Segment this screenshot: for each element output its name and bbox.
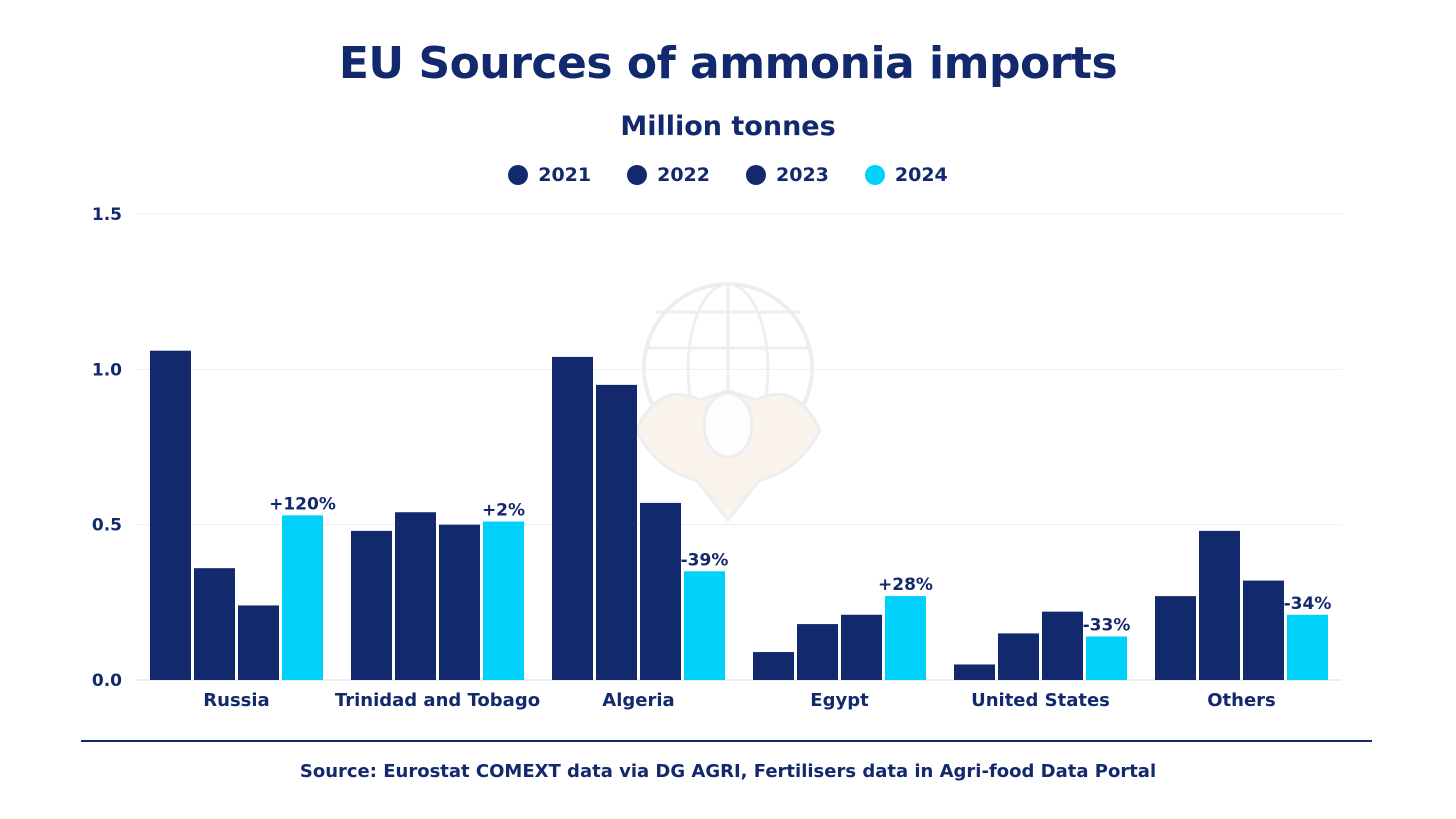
chart-subtitle: Million tonnes [620,111,836,142]
bar-united-states-2021 [954,664,995,680]
y-tick-label: 1.5 [92,205,122,225]
y-tick-label: 1.0 [92,360,122,380]
bar-russia-2023 [238,605,279,680]
bar-russia-2021 [150,350,191,680]
bar-algeria-2022 [596,384,637,680]
legend-label-2023: 2023 [776,164,829,186]
x-label-united-states: United States [971,690,1110,711]
x-label-trinidad-and-tobago: Trinidad and Tobago [335,690,540,711]
legend-swatch-2024 [864,165,885,185]
x-label-egypt: Egypt [810,690,869,711]
change-label-egypt: +28% [878,575,933,595]
x-label-others: Others [1207,690,1276,711]
bar-algeria-2024 [684,571,725,680]
legend-label-2022: 2022 [657,164,710,186]
bar-united-states-2022 [998,633,1039,680]
bar-russia-2024 [282,515,323,680]
gridlines [136,213,1342,681]
change-label-others: -34% [1284,594,1332,614]
bar-others-2024 [1287,614,1328,680]
legend-item-2023: 2023 [746,164,829,186]
change-label-united-states: -33% [1083,616,1131,636]
x-label-russia: Russia [203,690,269,711]
bar-others-2021 [1155,596,1196,680]
y-tick-label: 0.5 [92,516,122,536]
bars [150,350,1328,680]
source-note: Source: Eurostat COMEXT data via DG AGRI… [299,761,1157,782]
bar-trinidad-and-tobago-2024 [483,521,524,680]
legend-label-2024: 2024 [894,164,948,186]
bar-egypt-2024 [885,596,926,680]
legend-swatch-2023 [746,165,766,185]
bar-united-states-2023 [1042,611,1083,680]
change-label-trinidad-and-tobago: +2% [482,501,525,521]
legend-item-2022: 2022 [627,164,710,186]
bar-trinidad-and-tobago-2022 [395,512,436,680]
bar-others-2023 [1243,580,1284,680]
bar-egypt-2023 [841,614,882,680]
legend-label-2021: 2021 [538,164,592,186]
bar-united-states-2024 [1086,636,1127,680]
bar-egypt-2022 [797,624,838,680]
change-label-algeria: -39% [681,550,729,570]
bar-trinidad-and-tobago-2021 [351,530,392,680]
y-axis-ticks: 0.0 0.5 1.0 1.5 [92,205,122,691]
bar-others-2022 [1199,530,1240,680]
chart-title: EU Sources of ammonia imports [338,38,1118,89]
bar-algeria-2021 [552,356,593,680]
bar-algeria-2023 [640,502,681,680]
x-label-algeria: Algeria [602,690,674,711]
bar-trinidad-and-tobago-2023 [439,524,480,680]
footer-divider [81,740,1372,742]
bar-egypt-2021 [753,652,794,680]
legend: 2021 2022 2023 2024 [0,164,1456,186]
percent-change-labels: +120% +2% -39% +28% -33% -34% [269,494,1331,635]
legend-swatch-2021 [508,165,529,185]
legend-swatch-2022 [627,165,648,185]
legend-item-2021: 2021 [508,164,591,186]
legend-item-2024: 2024 [864,164,948,186]
bar-russia-2022 [194,568,235,680]
y-tick-label: 0.0 [92,671,122,691]
change-label-russia: +120% [269,494,336,514]
atlas-globe-watermark [634,282,822,523]
x-axis-labels: Russia Trinidad and Tobago Algeria Egypt Uni… [203,690,1275,711]
